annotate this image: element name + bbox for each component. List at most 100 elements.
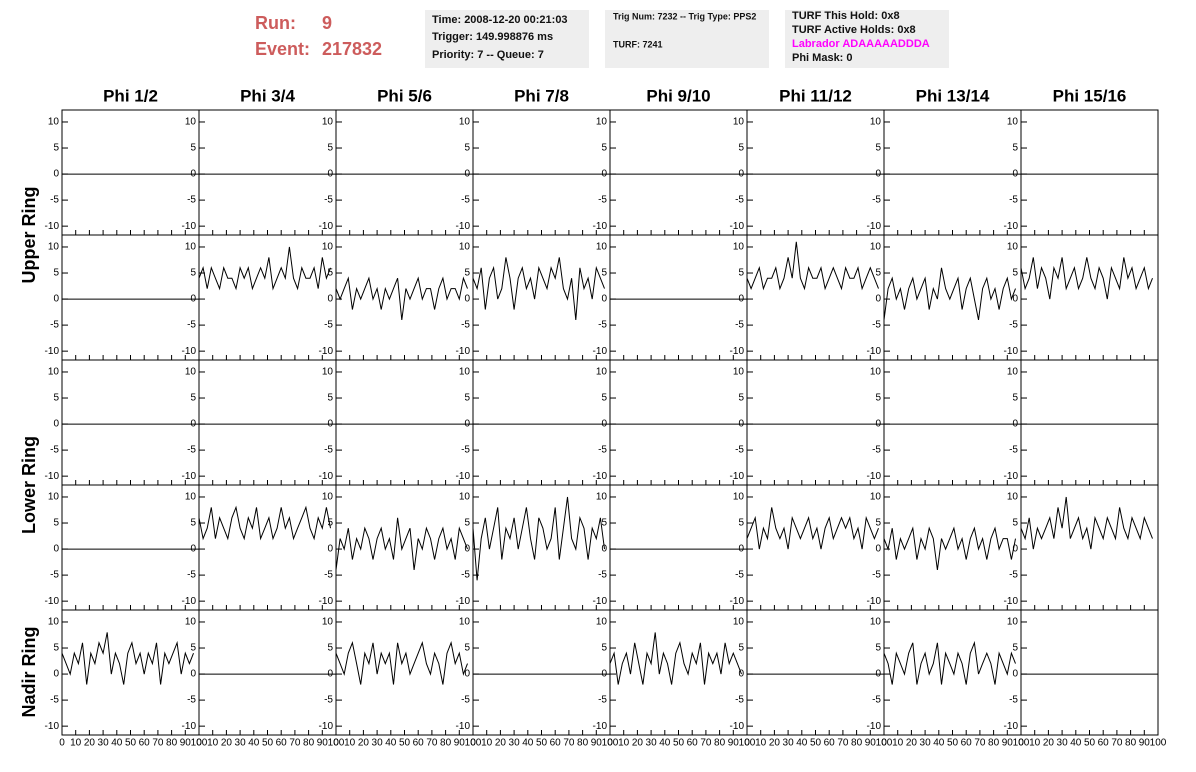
x-tick-label: 30 — [372, 738, 384, 749]
x-tick-label: 100 — [328, 738, 345, 749]
x-tick-label: 60 — [413, 738, 425, 749]
y-tick-label: -10 — [456, 721, 471, 732]
y-tick-label: 5 — [327, 518, 333, 529]
x-tick-label: 40 — [522, 738, 534, 749]
y-tick-label: 0 — [601, 294, 607, 305]
y-tick-label: -10 — [319, 471, 334, 482]
x-tick-label: 40 — [385, 738, 397, 749]
y-tick-label: 5 — [1012, 143, 1018, 154]
y-tick-label: 5 — [190, 643, 196, 654]
y-tick-label: 10 — [48, 492, 60, 503]
y-tick-label: 5 — [601, 393, 607, 404]
y-tick-label: 10 — [596, 117, 608, 128]
waveform — [1020, 496, 1153, 550]
y-tick-label: 0 — [190, 169, 196, 180]
y-tick-label: 0 — [875, 669, 881, 680]
x-tick-label: 90 — [1139, 738, 1151, 749]
waveform — [61, 632, 194, 685]
labrador: Labrador ADAAAAADDDA — [792, 38, 930, 50]
y-tick-label: 10 — [1007, 492, 1019, 503]
y-tick-label: -10 — [1004, 596, 1019, 607]
x-tick-label: 50 — [1084, 738, 1096, 749]
waveform — [335, 276, 468, 320]
x-tick-label: 20 — [769, 738, 781, 749]
panel-frame — [335, 109, 474, 236]
panel-frame — [883, 359, 1022, 486]
panel-frame — [1020, 234, 1159, 361]
y-tick-label: -5 — [735, 570, 744, 581]
column-title: Phi 13/14 — [916, 86, 990, 105]
y-tick-label: 10 — [322, 367, 334, 378]
y-tick-label: 10 — [322, 117, 334, 128]
y-tick-label: 10 — [185, 367, 197, 378]
x-tick-label: 0 — [333, 738, 339, 749]
x-tick-label: 100 — [1150, 738, 1167, 749]
x-tick-label: 0 — [196, 738, 202, 749]
panel-frame — [1020, 109, 1159, 236]
y-tick-label: 5 — [738, 268, 744, 279]
column-title: Phi 11/12 — [779, 86, 852, 105]
y-tick-label: 5 — [1012, 643, 1018, 654]
x-tick-label: 50 — [399, 738, 411, 749]
info-box — [425, 10, 589, 68]
y-tick-label: -10 — [319, 596, 334, 607]
y-tick-label: -10 — [730, 721, 745, 732]
row-label: Lower Ring — [19, 436, 39, 534]
x-tick-label: 80 — [851, 738, 863, 749]
y-tick-label: 0 — [1012, 669, 1018, 680]
y-tick-label: -5 — [598, 570, 607, 581]
y-tick-label: -5 — [598, 195, 607, 206]
y-tick-label: 0 — [875, 294, 881, 305]
x-tick-label: 100 — [602, 738, 619, 749]
y-tick-label: -10 — [456, 596, 471, 607]
x-tick-label: 30 — [920, 738, 932, 749]
x-tick-label: 0 — [607, 738, 613, 749]
y-tick-label: -10 — [867, 346, 882, 357]
y-tick-label: 0 — [464, 544, 470, 555]
y-tick-label: 0 — [190, 669, 196, 680]
y-tick-label: 10 — [322, 617, 334, 628]
y-tick-label: -10 — [45, 596, 60, 607]
panel-frame — [883, 109, 1022, 236]
y-tick-label: 5 — [875, 518, 881, 529]
y-tick-label: 0 — [464, 419, 470, 430]
x-tick-label: 50 — [947, 738, 959, 749]
x-tick-label: 30 — [646, 738, 658, 749]
x-tick-label: 80 — [166, 738, 178, 749]
x-tick-label: 70 — [563, 738, 575, 749]
waveform — [472, 257, 605, 320]
y-tick-label: 5 — [53, 393, 59, 404]
y-tick-label: -10 — [593, 471, 608, 482]
x-tick-label: 50 — [673, 738, 685, 749]
y-tick-label: -10 — [730, 596, 745, 607]
y-tick-label: 0 — [875, 419, 881, 430]
x-tick-label: 30 — [783, 738, 795, 749]
panel-frame — [198, 234, 337, 361]
row-label: Nadir Ring — [19, 626, 39, 717]
y-tick-label: 10 — [733, 617, 745, 628]
x-tick-label: 20 — [495, 738, 507, 749]
y-tick-label: -5 — [324, 570, 333, 581]
y-tick-label: -10 — [319, 346, 334, 357]
x-tick-label: 40 — [796, 738, 808, 749]
x-tick-label: 30 — [235, 738, 247, 749]
panel-frame — [335, 609, 474, 736]
y-tick-label: 10 — [596, 367, 608, 378]
column-title: Phi 1/2 — [103, 86, 158, 105]
y-tick-label: 5 — [875, 393, 881, 404]
x-tick-label: 60 — [139, 738, 151, 749]
x-tick-label: 40 — [1070, 738, 1082, 749]
y-tick-label: -5 — [461, 320, 470, 331]
waveform — [883, 640, 1016, 685]
trig-num: Trig Num: 7232 -- Trig Type: PPS2 — [613, 11, 756, 21]
x-tick-label: 70 — [837, 738, 849, 749]
y-tick-label: -10 — [182, 721, 197, 732]
x-tick-label: 0 — [470, 738, 476, 749]
x-tick-label: 10 — [892, 738, 904, 749]
y-tick-label: 0 — [738, 669, 744, 680]
y-tick-label: 0 — [875, 169, 881, 180]
y-tick-label: 5 — [464, 393, 470, 404]
y-tick-label: 10 — [459, 242, 471, 253]
y-tick-label: 0 — [601, 419, 607, 430]
